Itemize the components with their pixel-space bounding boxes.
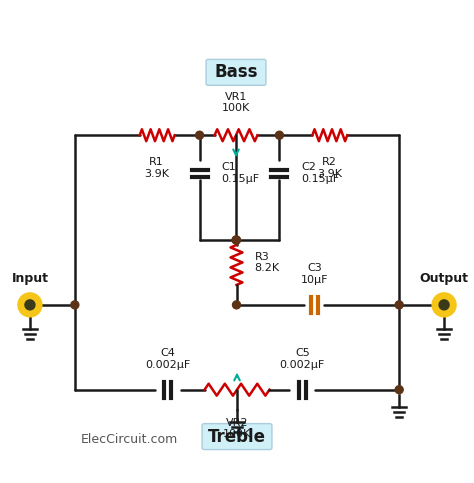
- Circle shape: [233, 236, 240, 244]
- Text: ElecCircuit.com: ElecCircuit.com: [81, 433, 178, 446]
- Text: VR1
100K: VR1 100K: [222, 92, 250, 114]
- Circle shape: [71, 301, 79, 309]
- FancyBboxPatch shape: [206, 59, 266, 85]
- Circle shape: [232, 236, 240, 244]
- Text: VR2
100K: VR2 100K: [223, 418, 251, 439]
- Text: C4
0.002μF: C4 0.002μF: [145, 348, 190, 369]
- Circle shape: [275, 131, 283, 139]
- Text: R3
8.2K: R3 8.2K: [255, 252, 280, 273]
- Text: C5
0.002μF: C5 0.002μF: [280, 348, 325, 369]
- Circle shape: [233, 301, 240, 309]
- Circle shape: [439, 300, 449, 310]
- Circle shape: [25, 300, 35, 310]
- Text: Treble: Treble: [208, 427, 266, 446]
- Circle shape: [18, 293, 42, 317]
- Text: Bass: Bass: [214, 63, 258, 81]
- Circle shape: [395, 301, 403, 309]
- Circle shape: [196, 131, 203, 139]
- FancyBboxPatch shape: [202, 424, 272, 450]
- Circle shape: [395, 386, 403, 394]
- Text: Output: Output: [419, 272, 469, 285]
- Circle shape: [432, 293, 456, 317]
- Text: C3
10μF: C3 10μF: [301, 263, 328, 285]
- Text: C2
0.15μF: C2 0.15μF: [301, 162, 339, 184]
- Text: C1
0.15μF: C1 0.15μF: [221, 162, 260, 184]
- Text: R1
3.9K: R1 3.9K: [144, 157, 169, 179]
- Text: Input: Input: [11, 272, 48, 285]
- Text: R2
3.9K: R2 3.9K: [317, 157, 342, 179]
